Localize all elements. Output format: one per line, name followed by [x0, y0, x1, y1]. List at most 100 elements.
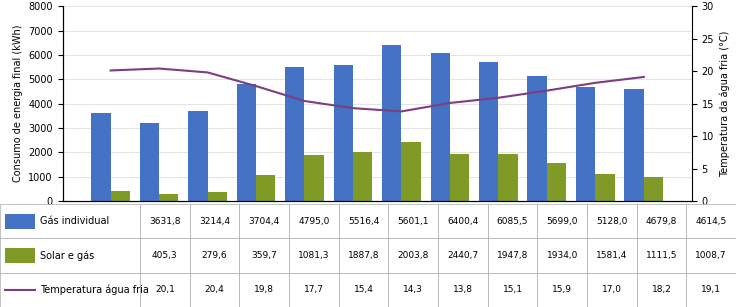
Bar: [110, 191, 130, 201]
Text: 6085,5: 6085,5: [497, 217, 528, 226]
Text: 1581,4: 1581,4: [596, 251, 628, 260]
Text: 19,8: 19,8: [254, 286, 275, 294]
Text: 5699,0: 5699,0: [546, 217, 578, 226]
Bar: [208, 192, 227, 201]
Bar: [236, 84, 256, 201]
Text: 14,3: 14,3: [403, 286, 423, 294]
Bar: [537, 239, 587, 273]
Text: 4614,5: 4614,5: [696, 217, 726, 226]
Text: 2003,8: 2003,8: [397, 251, 429, 260]
Bar: [624, 89, 644, 201]
Bar: [587, 273, 637, 307]
Bar: [498, 154, 518, 201]
Bar: [239, 204, 289, 239]
Bar: [140, 123, 159, 201]
Text: 3214,4: 3214,4: [199, 217, 230, 226]
Bar: [576, 87, 595, 201]
Bar: [479, 62, 498, 201]
Bar: [438, 239, 488, 273]
Text: 1887,8: 1887,8: [347, 251, 379, 260]
Bar: [587, 204, 637, 239]
Bar: [0, 239, 140, 273]
Bar: [687, 239, 736, 273]
Text: 3631,8: 3631,8: [149, 217, 180, 226]
Bar: [190, 239, 239, 273]
Bar: [587, 239, 637, 273]
Text: 20,1: 20,1: [155, 286, 174, 294]
Bar: [438, 204, 488, 239]
Bar: [687, 204, 736, 239]
Bar: [637, 239, 687, 273]
Bar: [5, 248, 35, 263]
Bar: [644, 177, 663, 201]
Bar: [537, 204, 587, 239]
Text: 19,1: 19,1: [701, 286, 721, 294]
Bar: [401, 142, 421, 201]
Bar: [333, 64, 353, 201]
Y-axis label: Consumo de energia final (kWh): Consumo de energia final (kWh): [13, 25, 23, 182]
Bar: [450, 154, 470, 201]
Bar: [488, 239, 537, 273]
Bar: [239, 239, 289, 273]
Text: 5516,4: 5516,4: [348, 217, 379, 226]
Text: 6400,4: 6400,4: [447, 217, 478, 226]
Bar: [190, 273, 239, 307]
Text: 1081,3: 1081,3: [298, 251, 330, 260]
Bar: [0, 273, 140, 307]
Text: 4679,8: 4679,8: [645, 217, 677, 226]
Text: 1947,8: 1947,8: [497, 251, 528, 260]
Text: 17,0: 17,0: [602, 286, 622, 294]
Bar: [488, 273, 537, 307]
Text: Temperatura água fria: Temperatura água fria: [40, 285, 149, 295]
Y-axis label: Temperatura da água fria (°C): Temperatura da água fria (°C): [720, 30, 730, 177]
Text: 20,4: 20,4: [205, 286, 224, 294]
Text: 3704,4: 3704,4: [249, 217, 280, 226]
Text: 15,4: 15,4: [353, 286, 373, 294]
Text: 13,8: 13,8: [453, 286, 473, 294]
Bar: [239, 273, 289, 307]
Bar: [389, 204, 438, 239]
Text: 405,3: 405,3: [152, 251, 177, 260]
Bar: [637, 204, 687, 239]
Bar: [140, 204, 190, 239]
Bar: [687, 273, 736, 307]
Text: 15,9: 15,9: [552, 286, 572, 294]
Bar: [159, 194, 178, 201]
Text: 18,2: 18,2: [651, 286, 671, 294]
Bar: [438, 273, 488, 307]
Bar: [305, 155, 324, 201]
Text: 359,7: 359,7: [251, 251, 277, 260]
Bar: [528, 76, 547, 201]
Text: 1111,5: 1111,5: [645, 251, 677, 260]
Bar: [289, 204, 339, 239]
Text: 15,1: 15,1: [503, 286, 523, 294]
Text: 1934,0: 1934,0: [546, 251, 578, 260]
Text: Gás individual: Gás individual: [40, 216, 109, 226]
Bar: [537, 273, 587, 307]
Bar: [547, 162, 566, 201]
Bar: [5, 214, 35, 229]
Bar: [289, 239, 339, 273]
Bar: [91, 113, 110, 201]
Bar: [0, 204, 140, 239]
Text: 4795,0: 4795,0: [298, 217, 330, 226]
Bar: [140, 273, 190, 307]
Bar: [140, 239, 190, 273]
Bar: [289, 273, 339, 307]
Text: 5601,1: 5601,1: [397, 217, 429, 226]
Text: Solar e gás: Solar e gás: [40, 250, 94, 261]
Text: 2440,7: 2440,7: [447, 251, 478, 260]
Bar: [389, 273, 438, 307]
Bar: [595, 174, 615, 201]
Bar: [488, 204, 537, 239]
Bar: [637, 273, 687, 307]
Text: 1008,7: 1008,7: [696, 251, 727, 260]
Bar: [339, 239, 389, 273]
Bar: [188, 111, 208, 201]
Text: 5128,0: 5128,0: [596, 217, 628, 226]
Bar: [353, 152, 372, 201]
Bar: [339, 204, 389, 239]
Bar: [190, 204, 239, 239]
Bar: [431, 53, 450, 201]
Bar: [339, 273, 389, 307]
